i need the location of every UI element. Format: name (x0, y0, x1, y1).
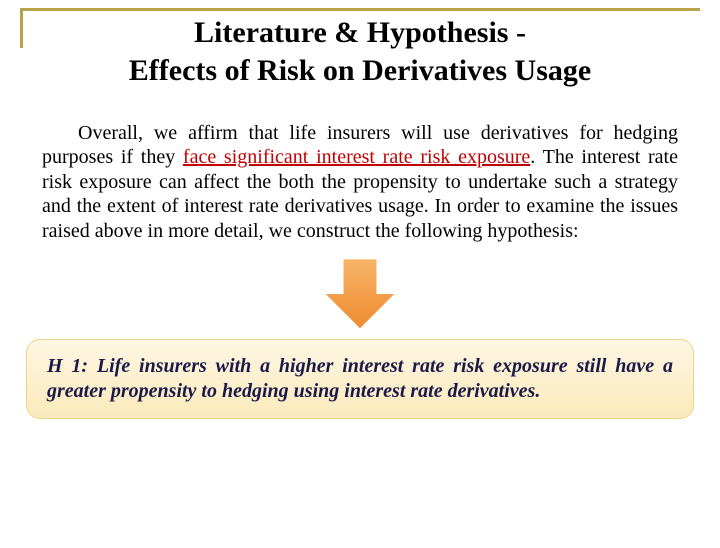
arrow-container (0, 255, 720, 333)
title-border-top (20, 8, 700, 11)
body-highlight: face significant interest rate risk expo… (183, 146, 530, 168)
hypothesis-text: H 1: Life insurers with a higher interes… (47, 355, 673, 402)
hypothesis-box: H 1: Life insurers with a higher interes… (26, 339, 694, 419)
body-paragraph: Overall, we affirm that life insurers wi… (42, 121, 678, 243)
title-border-left (20, 8, 23, 48)
title-line2: Effects of Risk on Derivatives Usage (129, 54, 591, 87)
title-container: Literature & Hypothesis - Effects of Ris… (20, 8, 700, 99)
title-line1: Literature & Hypothesis - (194, 16, 526, 49)
slide-title: Literature & Hypothesis - Effects of Ris… (20, 8, 700, 99)
down-arrow-icon (315, 255, 405, 333)
